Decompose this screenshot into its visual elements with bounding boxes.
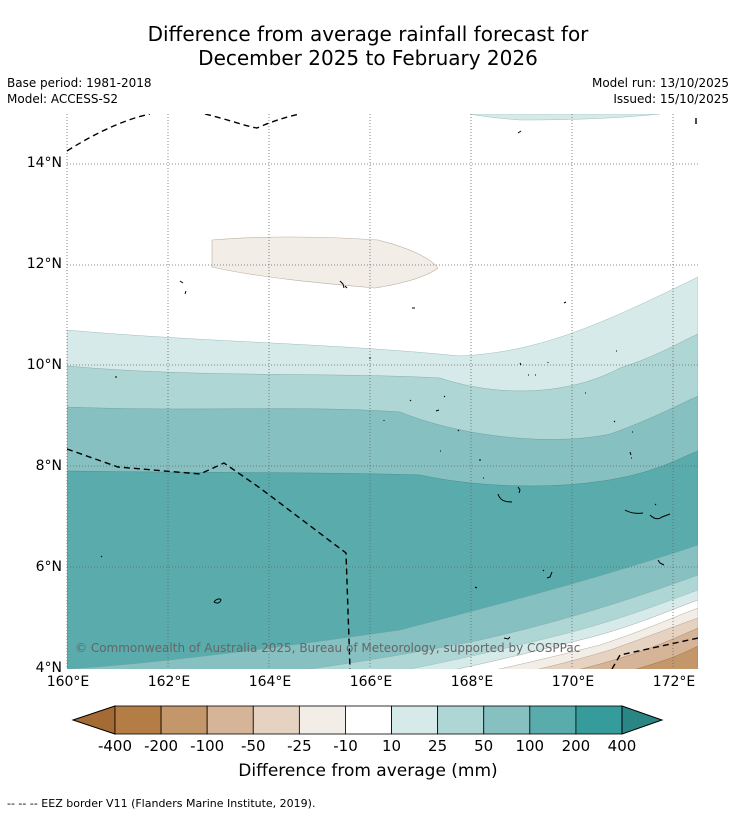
lat-tick-10n: 10°N xyxy=(26,357,62,373)
colorbar-tick-label: -50 xyxy=(241,737,266,755)
colorbar-swatch xyxy=(114,705,162,735)
meta-left: Base period: 1981-2018 Model: ACCESS-S2 xyxy=(7,75,152,107)
colorbar-tick-label: -400 xyxy=(97,737,133,755)
copyright-notice: © Commonwealth of Australia 2025, Bureau… xyxy=(75,641,581,655)
eez-border-north xyxy=(67,114,301,152)
meta-right: Model run: 13/10/2025 Issued: 15/10/2025 xyxy=(592,75,729,107)
colorbar-tick-label: -10 xyxy=(333,737,358,755)
lat-tick-12n: 12°N xyxy=(26,256,62,272)
graticule xyxy=(66,114,698,669)
lon-tick-164e: 164°E xyxy=(248,674,292,690)
eez-legend-note: -- -- -- EEZ border V11 (Flanders Marine… xyxy=(7,797,316,810)
lat-tick-14n: 14°N xyxy=(26,155,62,171)
colorbar-swatch xyxy=(345,705,392,735)
colorbar-tick-label: 200 xyxy=(561,737,591,755)
colorbar-low-arrow xyxy=(71,705,116,735)
eez-border-south xyxy=(611,637,698,669)
title-line-1: Difference from average rainfall forecas… xyxy=(147,22,589,46)
colorbar-swatch xyxy=(529,705,577,735)
colorbar-swatch xyxy=(252,705,300,735)
lon-tick-172e: 172°E xyxy=(652,674,696,690)
colorbar-tick-label: 50 xyxy=(474,737,494,755)
model-name: Model: ACCESS-S2 xyxy=(7,92,119,106)
dry-patch-north xyxy=(211,236,439,289)
colorbar-tick-label: 100 xyxy=(515,737,545,755)
colorbar-tick-label: 10 xyxy=(381,737,402,755)
eez-border-west xyxy=(67,448,351,669)
colorbar-high-arrow xyxy=(621,705,664,735)
chart-title: Difference from average rainfall forecas… xyxy=(0,22,736,70)
colorbar-swatch xyxy=(160,705,208,735)
colorbar-tick-label: -25 xyxy=(287,737,312,755)
wet-patch-north xyxy=(469,114,661,121)
colorbar-tick-label: 25 xyxy=(428,737,448,755)
lat-tick-6n: 6°N xyxy=(35,559,62,575)
colorbar-tick-label: -100 xyxy=(190,737,225,755)
islands xyxy=(100,130,671,640)
lat-tick-8n: 8°N xyxy=(35,458,62,474)
colorbar-tick-label: 400 xyxy=(607,737,637,755)
lat-tick-4n: 4°N xyxy=(35,660,62,676)
colorbar-swatches xyxy=(114,705,623,735)
colorbar-swatch xyxy=(437,705,485,735)
colorbar-tick-label: -200 xyxy=(144,737,179,755)
colorbar-swatch xyxy=(575,705,623,735)
eez-borders xyxy=(67,114,698,669)
lon-tick-170e: 170°E xyxy=(551,674,595,690)
lon-tick-166e: 166°E xyxy=(349,674,393,690)
colorbar xyxy=(71,705,664,735)
issued-date: Issued: 15/10/2025 xyxy=(613,92,729,106)
band-dry-100-200 xyxy=(635,645,698,669)
lon-tick-160e: 160°E xyxy=(46,674,90,690)
title-line-2: December 2025 to February 2026 xyxy=(198,46,538,70)
colorbar-swatch xyxy=(391,705,439,735)
rainfall-contours xyxy=(67,114,698,669)
lon-tick-162e: 162°E xyxy=(147,674,191,690)
colorbar-swatch xyxy=(483,705,531,735)
colorbar-swatch xyxy=(206,705,254,735)
model-run: Model run: 13/10/2025 xyxy=(591,76,729,90)
lon-tick-168e: 168°E xyxy=(450,674,494,690)
base-period: Base period: 1981-2018 xyxy=(7,76,152,90)
colorbar-swatch xyxy=(298,705,346,735)
colorbar-title: Difference from average (mm) xyxy=(238,761,498,781)
